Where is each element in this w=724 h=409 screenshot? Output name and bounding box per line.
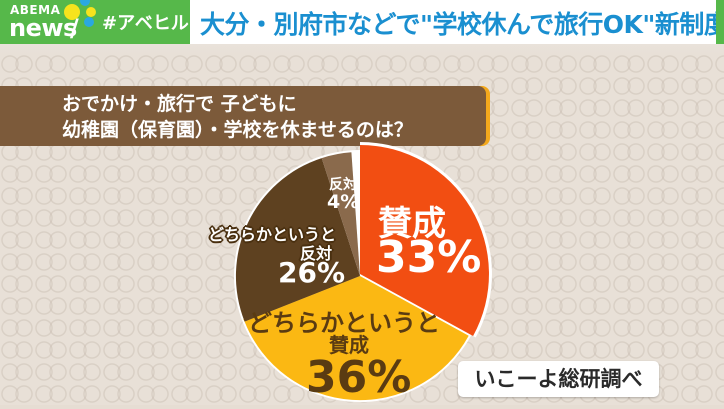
slice-label-somewhat-disagree-name-1: どちらかというと [208,225,337,244]
question-line-1: おでかけ・旅行で 子どもに [62,93,297,115]
pie-slice-somewhat-agree [244,276,469,401]
logo-dot-icon [84,17,94,27]
logo-dot-icon [80,0,90,6]
logo-dot-icon [64,4,80,20]
logo-dot-icon [86,7,96,17]
question-line-2: 幼稚園（保育園）・学校を休ませるのは？ [62,119,413,141]
slice-label-disagree-value: 4% [327,191,360,213]
pie-slice-somewhat-disagree [235,158,360,322]
slice-label-somewhat-agree-value: 36% [306,352,412,403]
brand-logo-block: ABEMA news / #アベヒル [0,0,190,44]
slice-label-somewhat-disagree-name-2: 反対 [300,244,333,263]
slice-label-disagree-name: 反対 [329,177,357,193]
slice-label-somewhat-disagree-value: 26% [278,256,346,289]
logo-slash-icon: / [70,14,79,42]
slice-label-somewhat-agree-name-1: どちらかというと [248,309,440,337]
program-hashtag: #アベヒル [102,13,189,34]
pie-slice-agree [360,145,489,336]
headline: 大分・別府市などで"学校休んで旅行OK"新制度 [200,10,724,39]
header-bar: ABEMA news / #アベヒル 大分・別府市などで"学校休んで旅行OK"新… [0,0,724,54]
source-caption: いこーよ総研調べ [458,361,659,397]
question-banner: おでかけ・旅行で 子どもに 幼稚園（保育園）・学校を休ませるのは？ [0,86,486,146]
pie-slice-disagree [321,152,360,276]
slice-label-somewhat-agree-name-2: 賛成 [329,333,369,357]
header-accent [716,0,724,44]
header-divider [0,44,724,54]
slice-label-agree-name: 賛成 [378,204,446,244]
slice-label-agree-value: 33% [376,232,482,283]
brand-news-text: news [9,14,77,42]
brand-abema-text: ABEMA [10,3,61,17]
